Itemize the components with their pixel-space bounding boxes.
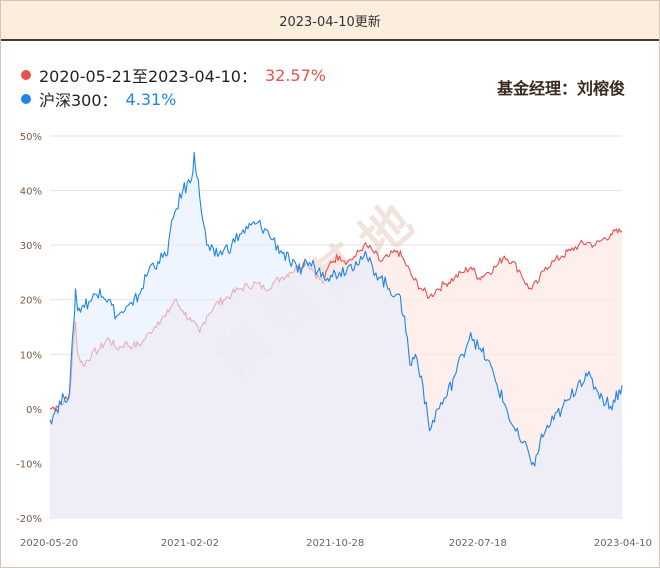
x-tick-label: 2022-07-18 xyxy=(449,538,507,549)
legend-dot-index-icon xyxy=(21,94,31,104)
series-area-1 xyxy=(50,152,622,518)
legend-label-fund: 2020-05-21至2023-04-10： xyxy=(39,67,257,86)
y-tick-label: 50% xyxy=(20,132,42,143)
y-tick-label: 0% xyxy=(26,405,42,416)
series-line-1 xyxy=(49,151,623,467)
x-tick-label: 2021-10-28 xyxy=(306,538,364,549)
y-tick-label: 40% xyxy=(20,187,42,198)
legend-item-fund[interactable]: 2020-05-21至2023-04-10： 32.57% xyxy=(21,63,326,87)
x-tick-label: 2020-05-20 xyxy=(20,538,78,549)
legend-value-index: 4.31% xyxy=(125,89,177,109)
legend-item-index[interactable]: 沪深300： 4.31% xyxy=(21,87,326,111)
y-tick-label: 20% xyxy=(20,296,42,307)
y-tick-label: 30% xyxy=(20,241,42,252)
legend-label-index: 沪深300： xyxy=(39,91,118,110)
y-tick-label: 10% xyxy=(20,350,42,361)
y-tick-label: -20% xyxy=(16,514,42,525)
legend-value-fund: 32.57% xyxy=(264,65,326,85)
legend-dot-fund-icon xyxy=(21,70,31,80)
x-tick-label: 2021-02-02 xyxy=(161,538,219,549)
y-tick-label: -10% xyxy=(16,459,42,470)
legend: 2020-05-21至2023-04-10： 32.57% 沪深300： 4.3… xyxy=(21,63,326,111)
x-tick-label: 2023-04-10 xyxy=(594,538,652,549)
update-date-text: 2023-04-10更新 xyxy=(279,14,381,30)
fund-manager-label: 基金经理：刘榕俊 xyxy=(496,79,625,98)
update-date-header: 2023-04-10更新 xyxy=(1,1,659,41)
